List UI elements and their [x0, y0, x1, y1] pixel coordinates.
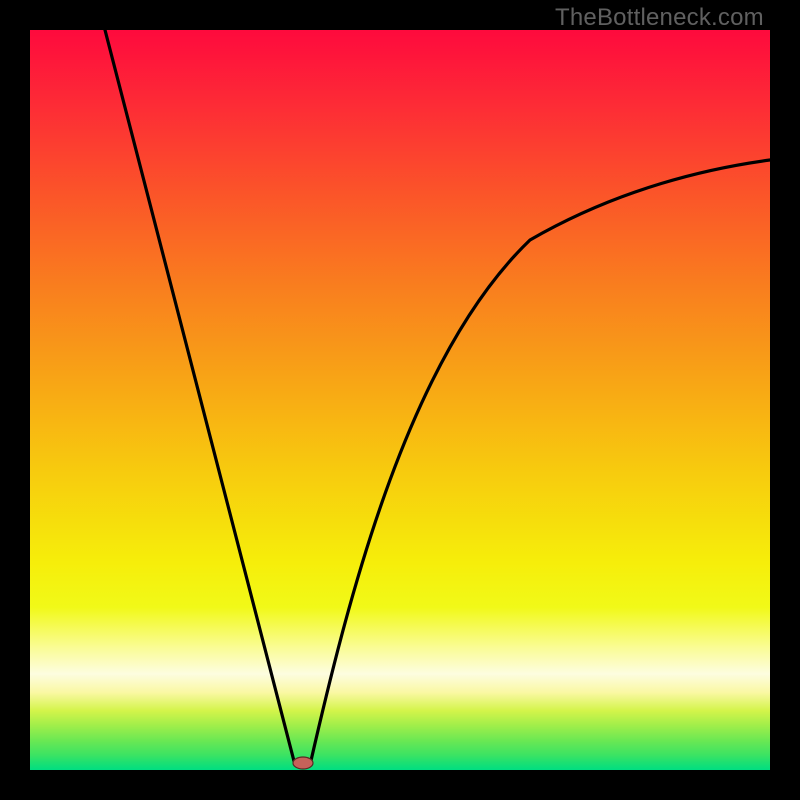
curve-left-branch: [105, 30, 295, 765]
curve-layer: [30, 30, 770, 770]
curve-right-branch: [310, 160, 770, 765]
watermark-text: TheBottleneck.com: [555, 4, 764, 32]
plot-area: [30, 30, 770, 770]
chart-frame: TheBottleneck.com: [0, 0, 800, 800]
minimum-marker: [293, 757, 313, 769]
